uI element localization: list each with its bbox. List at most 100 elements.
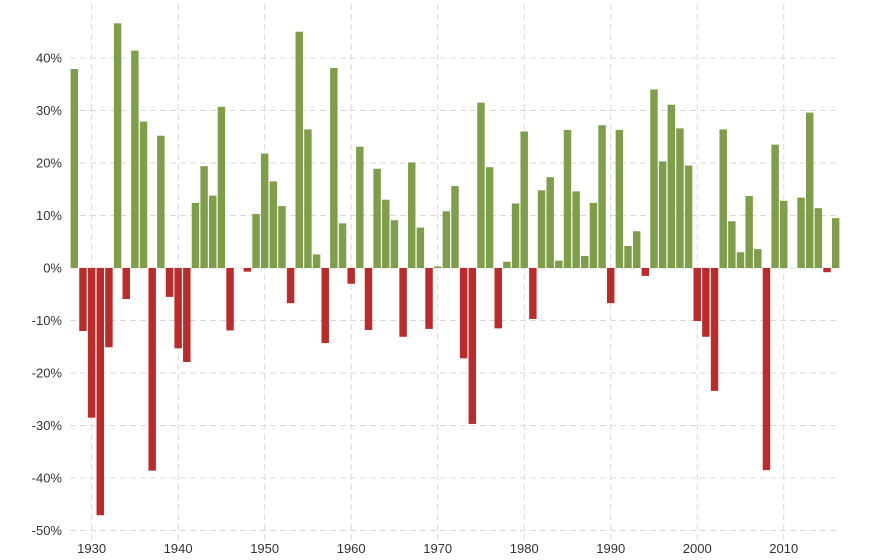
bar-1934	[122, 268, 130, 299]
bar-1954	[295, 31, 303, 268]
bar-1949	[252, 213, 260, 268]
bar-1944	[209, 195, 217, 268]
bar-1933	[113, 23, 122, 268]
bar-1972	[451, 186, 459, 268]
bar-1969	[425, 268, 433, 329]
bar-1991	[615, 129, 624, 268]
bar-1998	[676, 128, 684, 268]
bar-1975	[477, 102, 485, 269]
bar-2014	[814, 208, 823, 268]
bar-1995	[650, 89, 658, 268]
y-tick-label: 40%	[36, 51, 62, 66]
bar-1955	[304, 129, 312, 268]
bar-1981	[529, 268, 537, 319]
bar-2016	[831, 218, 840, 269]
bar-1967	[408, 162, 416, 268]
bar-1994	[641, 268, 650, 276]
bar-1932	[105, 268, 113, 348]
bar-2003	[719, 129, 727, 268]
bar-1966	[399, 268, 407, 337]
x-tick-label: 1940	[164, 541, 193, 556]
x-axis-ticks: 1930 1940 1950 1960 1970 1980 1990 2000 2010	[77, 541, 798, 556]
bar-2008	[762, 268, 771, 471]
bar-1957	[321, 268, 329, 344]
x-tick-label: 1950	[250, 541, 279, 556]
x-tick-label: 1970	[423, 541, 452, 556]
x-tick-label: 1980	[510, 541, 539, 556]
bar-1974	[468, 268, 477, 424]
y-tick-label: -10%	[32, 313, 63, 328]
bar-1971	[442, 211, 451, 268]
bar-1978	[503, 261, 511, 268]
bar-2013	[805, 112, 814, 268]
y-tick-label: -30%	[32, 418, 63, 433]
bar-1961	[356, 146, 364, 268]
bar-1935	[131, 50, 139, 269]
bar-1941	[183, 268, 191, 362]
bar-2012	[797, 197, 805, 268]
bar-1980	[520, 131, 528, 268]
bar-1996	[658, 161, 667, 268]
bars-layer	[70, 23, 840, 516]
bar-1936	[139, 121, 148, 268]
bar-2015	[823, 268, 831, 273]
bar-1989	[598, 125, 606, 268]
bar-1943	[200, 166, 208, 268]
x-tick-label: 2000	[683, 541, 712, 556]
y-axis-ticks: 40% 30% 20% 10% 0% -10% -20% -30% -40% -50%	[32, 51, 63, 539]
bar-1984	[555, 260, 563, 268]
bar-1963	[373, 168, 381, 268]
bar-1986	[572, 191, 580, 268]
y-tick-label: 0%	[43, 261, 62, 276]
y-tick-label: -40%	[32, 471, 63, 486]
bar-1956	[312, 254, 321, 268]
bar-1962	[364, 268, 373, 330]
bar-2000	[693, 268, 701, 322]
y-tick-label: 20%	[36, 156, 62, 171]
bar-1965	[390, 220, 399, 268]
x-tick-label: 2010	[769, 541, 798, 556]
bar-1929	[79, 268, 87, 331]
bar-1950	[260, 153, 269, 268]
bar-1937	[148, 268, 156, 471]
bar-1928	[70, 69, 79, 268]
bar-1931	[96, 268, 105, 516]
bar-2010	[780, 200, 788, 268]
bar-1952	[278, 206, 286, 268]
bar-1948	[243, 268, 252, 272]
bar-1973	[459, 268, 468, 359]
bar-2005	[736, 252, 745, 268]
bar-1938	[157, 135, 165, 268]
bar-1977	[494, 268, 502, 329]
bar-1939	[165, 268, 174, 297]
bar-1983	[546, 177, 554, 268]
bar-1953	[286, 268, 295, 304]
y-tick-label: -20%	[32, 366, 63, 381]
bar-1987	[581, 255, 589, 268]
bar-2004	[728, 221, 736, 268]
bar-2006	[745, 196, 753, 268]
bar-1990	[607, 268, 615, 304]
bar-2007	[754, 249, 762, 268]
bar-1968	[416, 227, 425, 268]
bar-2002	[710, 268, 719, 391]
bar-1988	[589, 202, 598, 268]
bar-1970	[433, 266, 442, 268]
bar-1999	[684, 165, 693, 269]
bar-1958	[330, 67, 338, 268]
bar-1992	[624, 245, 632, 268]
y-tick-label: 10%	[36, 208, 62, 223]
bar-1959	[338, 223, 347, 269]
bar-1942	[191, 202, 200, 268]
bar-1930	[87, 268, 96, 418]
y-tick-label: 30%	[36, 103, 62, 118]
bar-1976	[485, 167, 494, 268]
bar-2009	[771, 144, 779, 269]
bar-1940	[174, 268, 182, 349]
bar-2001	[702, 268, 710, 337]
bar-1997	[667, 104, 676, 268]
bar-1964	[382, 199, 390, 268]
x-tick-label: 1930	[77, 541, 106, 556]
y-tick-label: -50%	[32, 523, 63, 538]
